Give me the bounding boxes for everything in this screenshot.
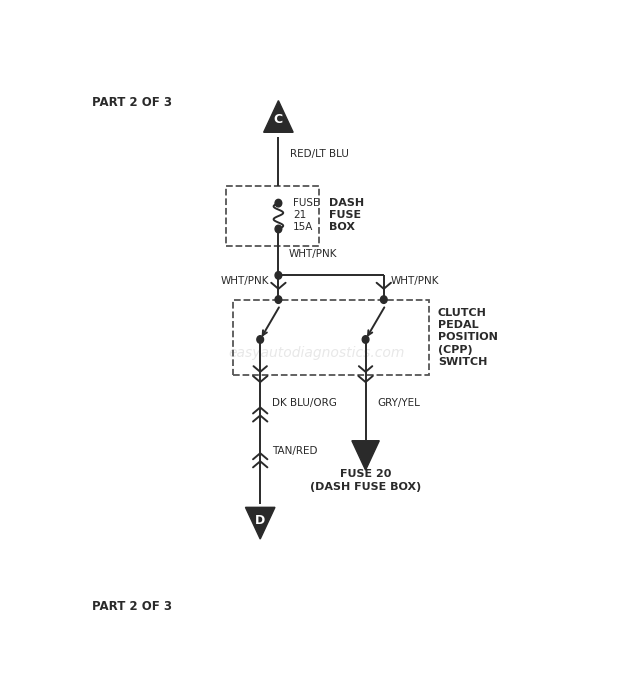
Circle shape	[275, 296, 282, 303]
Text: CLUTCH
PEDAL
POSITION
(CPP)
SWITCH: CLUTCH PEDAL POSITION (CPP) SWITCH	[438, 307, 497, 367]
Polygon shape	[245, 508, 275, 539]
Text: RED/LT BLU: RED/LT BLU	[290, 148, 349, 158]
Bar	[226, 186, 319, 246]
Text: FUSE
21
15A: FUSE 21 15A	[293, 197, 320, 232]
Circle shape	[275, 199, 282, 207]
Text: PART 2 OF 3: PART 2 OF 3	[91, 96, 172, 109]
Text: D: D	[255, 514, 265, 526]
Circle shape	[275, 272, 282, 279]
Text: C: C	[274, 113, 283, 126]
Text: FUSE 20
(DASH FUSE BOX): FUSE 20 (DASH FUSE BOX)	[310, 470, 421, 492]
Circle shape	[381, 296, 387, 303]
Text: PART 2 OF 3: PART 2 OF 3	[91, 601, 172, 613]
Circle shape	[257, 336, 263, 343]
Text: WHT/PNK: WHT/PNK	[221, 276, 269, 286]
Bar	[233, 300, 430, 375]
Circle shape	[362, 336, 369, 343]
Text: easyautodiagnostics.com: easyautodiagnostics.com	[229, 346, 405, 360]
Text: WHT/PNK: WHT/PNK	[289, 248, 337, 259]
Circle shape	[275, 225, 282, 233]
Text: GRY/YEL: GRY/YEL	[378, 398, 420, 408]
Polygon shape	[264, 101, 293, 132]
Text: WHT/PNK: WHT/PNK	[391, 276, 439, 286]
Text: DK BLU/ORG: DK BLU/ORG	[272, 398, 337, 408]
Polygon shape	[352, 441, 379, 470]
Text: TAN/RED: TAN/RED	[272, 445, 318, 456]
Text: DASH
FUSE
BOX: DASH FUSE BOX	[329, 197, 364, 232]
